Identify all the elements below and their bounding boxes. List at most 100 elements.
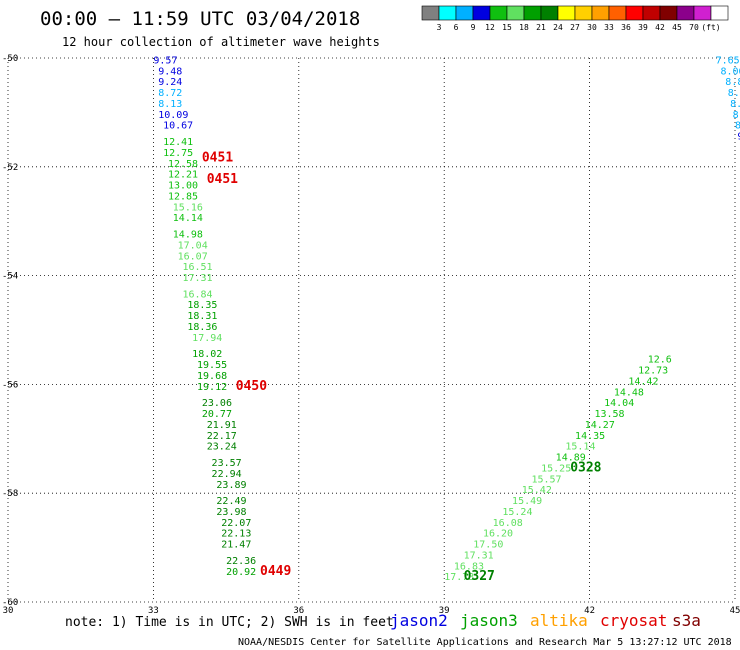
wave-height-value: 23.57 bbox=[212, 458, 242, 469]
legend-swatch bbox=[557, 5, 576, 21]
plot-axes: 30 33 36 39 42 45 -50 -52 -54 -56 -58 -60 bbox=[2, 54, 740, 616]
wave-height-value: 9.48 bbox=[158, 66, 182, 77]
y-tick-label: -52 bbox=[2, 163, 18, 173]
wave-height-value: 7.65 bbox=[716, 55, 740, 66]
wave-height-value: 9.3 bbox=[737, 132, 740, 143]
wave-height-value: 22.94 bbox=[212, 469, 242, 480]
wave-height-value: 13.00 bbox=[168, 181, 198, 192]
color-scale-legend: 3 6 9 12 15 18 21 24 27 30 33 36 39 42 45 70 (ft) bbox=[421, 5, 729, 32]
legend-label: 30 bbox=[587, 23, 597, 32]
legend-label: 12 bbox=[485, 23, 495, 32]
wave-height-value: 23.24 bbox=[207, 442, 237, 453]
legend-swatch bbox=[591, 5, 610, 21]
wave-height-value: 12.21 bbox=[168, 170, 198, 181]
wave-height-value: 23.98 bbox=[216, 507, 246, 518]
wave-height-value: 17.04 bbox=[178, 240, 208, 251]
chart-title: 00:00 – 11:59 UTC 03/04/2018 bbox=[40, 8, 360, 30]
legend-swatch bbox=[676, 5, 695, 21]
wave-height-value: 18.31 bbox=[187, 311, 217, 322]
wave-height-value: 12.85 bbox=[168, 191, 198, 202]
wave-height-value: 19.68 bbox=[197, 371, 227, 382]
wave-height-value: 12.58 bbox=[168, 159, 198, 170]
wave-height-value: 18.02 bbox=[192, 349, 222, 360]
time-label: 0450 bbox=[236, 379, 267, 394]
satellite-legend-cryosat: cryosat bbox=[600, 611, 667, 630]
wave-height-value: 16.08 bbox=[493, 518, 523, 529]
time-label: 0451 bbox=[207, 172, 238, 187]
wave-height-value: 9.24 bbox=[158, 77, 182, 88]
wave-height-value: 8.06 bbox=[720, 66, 740, 77]
wave-height-value: 23.89 bbox=[216, 480, 246, 491]
wave-height-value: 20.92 bbox=[226, 567, 256, 578]
x-tick-label: 30 bbox=[3, 606, 14, 616]
wave-height-value: 14.98 bbox=[173, 230, 203, 241]
wave-height-value: 21.47 bbox=[221, 540, 251, 551]
wave-height-value: 15.16 bbox=[173, 202, 203, 213]
x-tick-label: 33 bbox=[148, 606, 159, 616]
y-tick-label: -58 bbox=[2, 489, 18, 499]
wave-height-value: 8.13 bbox=[158, 99, 182, 110]
wave-height-value: 14.48 bbox=[614, 387, 644, 398]
time-label: 0327 bbox=[464, 569, 495, 584]
legend-label: 3 bbox=[437, 23, 442, 32]
x-tick-label: 39 bbox=[439, 606, 450, 616]
wave-height-value: 16.83 bbox=[454, 561, 484, 572]
wave-height-value: 8.95 bbox=[728, 88, 740, 99]
time-labels: 0451 0451 0450 0449 0327 0328 bbox=[202, 150, 602, 584]
wave-height-value: 14.27 bbox=[585, 420, 615, 431]
footer-credit: NOAA/NESDIS Center for Satellite Applica… bbox=[238, 637, 732, 648]
satellite-legend-altika: altika bbox=[530, 611, 588, 630]
legend-label: 21 bbox=[536, 23, 546, 32]
legend-swatch bbox=[659, 5, 678, 21]
wave-height-value: 18.36 bbox=[187, 322, 217, 333]
wave-height-value: 17.50 bbox=[473, 540, 503, 551]
wave-height-value: 22.49 bbox=[216, 496, 246, 507]
wave-height-value: 22.07 bbox=[221, 518, 251, 529]
wave-height-value: 16.84 bbox=[182, 289, 212, 300]
legend-swatch bbox=[608, 5, 627, 21]
legend-swatch bbox=[421, 5, 440, 21]
wave-height-value: 8.84 bbox=[725, 77, 740, 88]
wave-height-value: 22.36 bbox=[226, 556, 256, 567]
wave-height-value: 15.42 bbox=[522, 485, 552, 496]
wave-height-value: 16.07 bbox=[178, 251, 208, 262]
time-label: 0449 bbox=[260, 564, 291, 579]
wave-height-value: 20.77 bbox=[202, 409, 232, 420]
wave-height-value: 12.41 bbox=[163, 137, 193, 148]
legend-label: 39 bbox=[638, 23, 648, 32]
wave-height-value: 14.42 bbox=[628, 376, 658, 387]
wave-height-value: 17.31 bbox=[182, 273, 212, 284]
legend-swatch bbox=[642, 5, 661, 21]
wave-height-value: 14.14 bbox=[173, 213, 203, 224]
wave-height-value: 17.31 bbox=[464, 550, 494, 561]
x-tick-label: 42 bbox=[584, 606, 595, 616]
legend-swatch bbox=[489, 5, 508, 21]
legend-label: 42 bbox=[655, 23, 665, 32]
legend-swatch bbox=[455, 5, 474, 21]
legend-label: 6 bbox=[454, 23, 459, 32]
y-tick-label: -60 bbox=[2, 598, 18, 608]
legend-swatch bbox=[438, 5, 457, 21]
wave-height-value: 17.73 bbox=[444, 572, 474, 583]
legend-swatch bbox=[693, 5, 712, 21]
legend-swatch bbox=[625, 5, 644, 21]
legend-label: (ft) bbox=[701, 23, 720, 32]
footer-note: note: 1) Time is in UTC; 2) SWH is in fe… bbox=[65, 615, 394, 630]
time-label: 0328 bbox=[570, 460, 601, 475]
wave-height-value: 21.91 bbox=[207, 420, 237, 431]
satellite-legend-jason2: jason2 bbox=[390, 611, 448, 630]
wave-height-value: 14.35 bbox=[575, 431, 605, 442]
wave-height-value: 12.75 bbox=[163, 148, 193, 159]
legend-swatch bbox=[523, 5, 542, 21]
legend-swatch bbox=[710, 5, 729, 21]
wave-height-value: 22.13 bbox=[221, 529, 251, 540]
y-tick-label: -54 bbox=[2, 272, 18, 282]
legend-label: 15 bbox=[502, 23, 512, 32]
wave-height-value: 9.57 bbox=[153, 55, 177, 66]
y-tick-label: -50 bbox=[2, 54, 18, 64]
wave-height-value: 15.14 bbox=[565, 442, 595, 453]
wave-height-value: 12.6 bbox=[648, 355, 672, 366]
legend-swatch bbox=[472, 5, 491, 21]
wave-height-value: 15.25 bbox=[541, 463, 571, 474]
